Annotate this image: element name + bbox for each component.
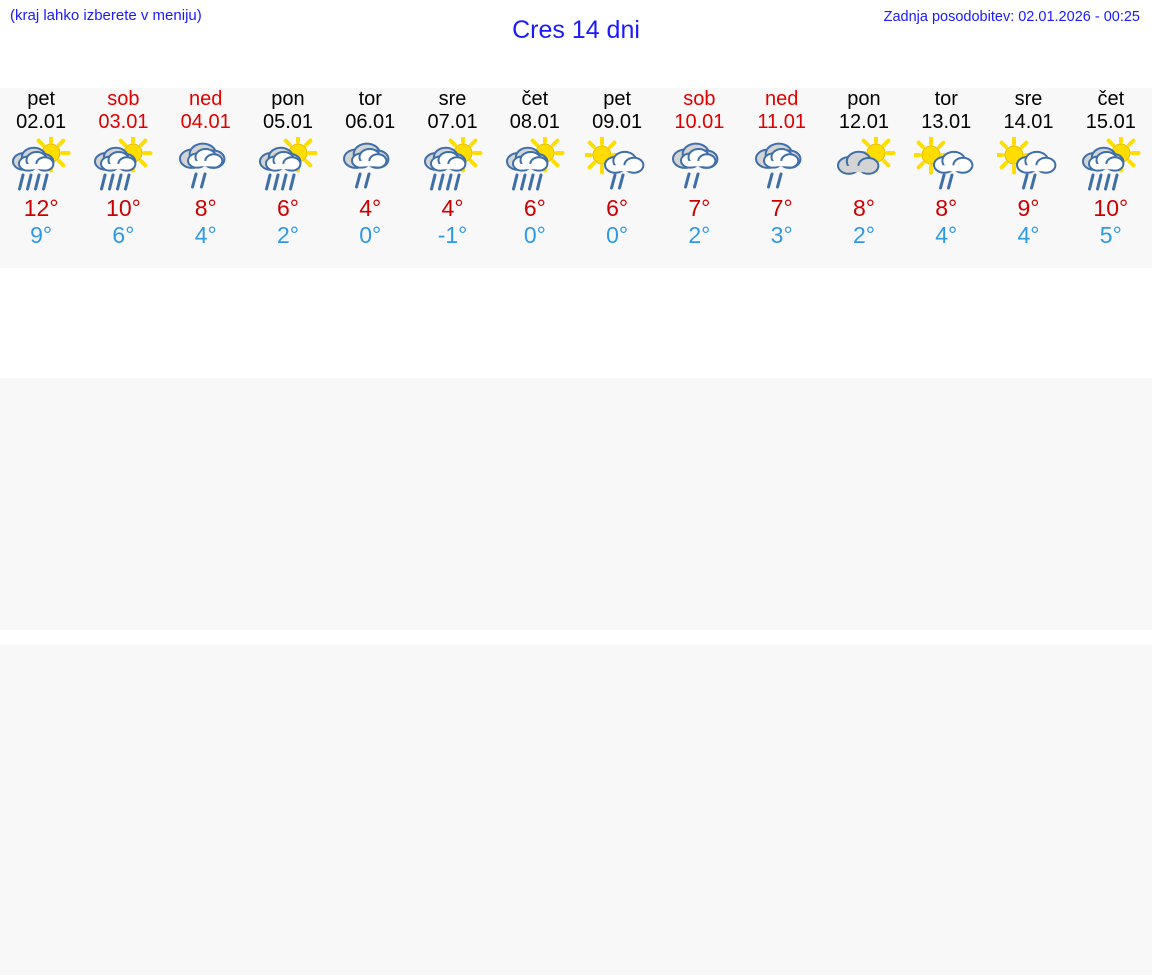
day-name: pon	[271, 88, 305, 110]
day-max-temp: 6°	[523, 195, 546, 221]
day-max-temp: 7°	[688, 195, 711, 221]
sun-cloud-rain-icon	[256, 133, 320, 193]
day-cell[interactable]: sre 07.01 4° -1°	[411, 88, 493, 268]
day-cell[interactable]: pet 02.01 12° 9°	[0, 88, 82, 268]
sun-cloud-rain-icon	[9, 133, 73, 193]
day-min-temp: 0°	[606, 222, 629, 248]
precipitation-chart-panel: Količina padavin (mm) / Možnost padavin …	[0, 645, 1152, 975]
day-date: 05.01	[262, 111, 314, 133]
day-date: 09.01	[592, 111, 643, 133]
day-max-temp: 12°	[23, 195, 59, 221]
day-cell[interactable]: sob 03.01 10° 6°	[82, 88, 164, 268]
sun-cloud-rain-icon	[421, 133, 485, 193]
day-name: sob	[683, 88, 716, 110]
day-date: 11.01	[757, 111, 806, 133]
sun-cloud-rain-icon	[91, 133, 155, 193]
day-date: 14.01	[1003, 111, 1054, 133]
day-min-temp: 4°	[935, 222, 958, 248]
day-name: sre	[1014, 88, 1043, 110]
cloud-rain-icon	[338, 137, 402, 193]
day-date: 02.01	[16, 111, 67, 133]
day-name: pet	[27, 88, 56, 110]
day-max-temp: 6°	[606, 195, 629, 221]
day-date: 07.01	[427, 111, 478, 133]
day-max-temp: 10°	[106, 195, 141, 221]
day-min-temp: 6°	[112, 222, 135, 248]
cloud-rain-icon	[174, 137, 238, 193]
day-date: 06.01	[345, 111, 396, 133]
day-date: 12.01	[838, 111, 889, 133]
day-name: ned	[189, 88, 223, 110]
daily-forecast-strip: pet 02.01 12° 9° sob 03.01 10° 6° ned 04.01 8° 4° po…	[0, 88, 1152, 268]
day-date: 13.01	[921, 111, 972, 133]
day-cell[interactable]: pon 05.01 6° 2°	[247, 88, 329, 268]
day-date: 15.01	[1085, 111, 1136, 133]
day-cell[interactable]: tor 06.01 4° 0°	[329, 88, 411, 268]
day-min-temp: 0°	[523, 222, 546, 248]
day-date: 03.01	[98, 111, 149, 133]
day-date: 10.01	[674, 111, 725, 133]
day-name: tor	[934, 88, 958, 110]
day-name: čet	[521, 88, 549, 110]
sun-left-cloud-rain-icon	[994, 135, 1061, 193]
day-max-temp: 7°	[770, 195, 793, 221]
day-date: 08.01	[509, 111, 560, 133]
day-name: čet	[1097, 88, 1125, 110]
day-cell[interactable]: sob 10.01 7° 2°	[658, 88, 740, 268]
day-name: pet	[603, 88, 632, 110]
day-cell[interactable]: pon 12.01 8° 2°	[823, 88, 905, 268]
day-max-temp: 10°	[1093, 195, 1129, 221]
day-min-temp: 2°	[852, 222, 875, 248]
day-cell[interactable]: tor 13.01 8° 4°	[905, 88, 987, 268]
day-max-temp: 9°	[1017, 195, 1040, 221]
day-name: sob	[107, 88, 140, 110]
day-min-temp: 4°	[1017, 222, 1040, 248]
day-min-temp: 9°	[30, 222, 53, 248]
sun-left-cloud-rain-icon	[582, 135, 649, 193]
day-max-temp: 8°	[194, 195, 217, 221]
day-cell[interactable]: ned 11.01 7° 3°	[741, 88, 823, 268]
day-name: ned	[764, 88, 799, 110]
day-cell[interactable]: čet 08.01 6° 0°	[494, 88, 576, 268]
cloud-rain-icon	[750, 137, 814, 193]
day-min-temp: 2°	[688, 222, 711, 248]
last-update-text: Zadnja posodobitev: 02.01.2026 - 00:25	[883, 9, 1140, 25]
day-date: 04.01	[180, 111, 231, 133]
day-min-temp: 2°	[276, 222, 299, 248]
day-max-temp: 8°	[852, 195, 875, 221]
sun-cloud-rain-icon	[1079, 133, 1143, 193]
day-min-temp: 5°	[1099, 222, 1122, 248]
sun-cloud-rain-icon	[503, 133, 567, 193]
day-max-temp: 6°	[276, 195, 299, 221]
day-max-temp: 8°	[935, 195, 958, 221]
location-menu-hint: (kraj lahko izberete v meniju)	[10, 7, 202, 24]
day-cell[interactable]: sre 14.01 9° 4°	[987, 88, 1069, 268]
temperature-chart-panel: Temperatura (°C) 151050−5 © vreme.us & v…	[0, 378, 1152, 975]
day-max-temp: 4°	[441, 195, 464, 221]
cloud-rain-icon	[667, 137, 731, 193]
day-min-temp: 3°	[770, 222, 793, 248]
day-max-temp: 4°	[359, 195, 382, 221]
day-min-temp: 0°	[359, 222, 382, 248]
sun-left-cloud-rain-icon	[911, 135, 978, 193]
day-name: tor	[358, 88, 382, 110]
day-cell[interactable]: čet 15.01 10° 5°	[1070, 88, 1152, 268]
day-min-temp: 4°	[194, 222, 217, 248]
day-cell[interactable]: pet 09.01 6° 0°	[576, 88, 658, 268]
sun-right-cloud-icon	[832, 133, 896, 193]
day-min-temp: -1°	[437, 222, 468, 248]
page-title: Cres 14 dni	[512, 16, 640, 44]
day-name: pon	[847, 88, 881, 110]
day-name: sre	[438, 88, 467, 110]
day-cell[interactable]: ned 04.01 8° 4°	[165, 88, 247, 268]
